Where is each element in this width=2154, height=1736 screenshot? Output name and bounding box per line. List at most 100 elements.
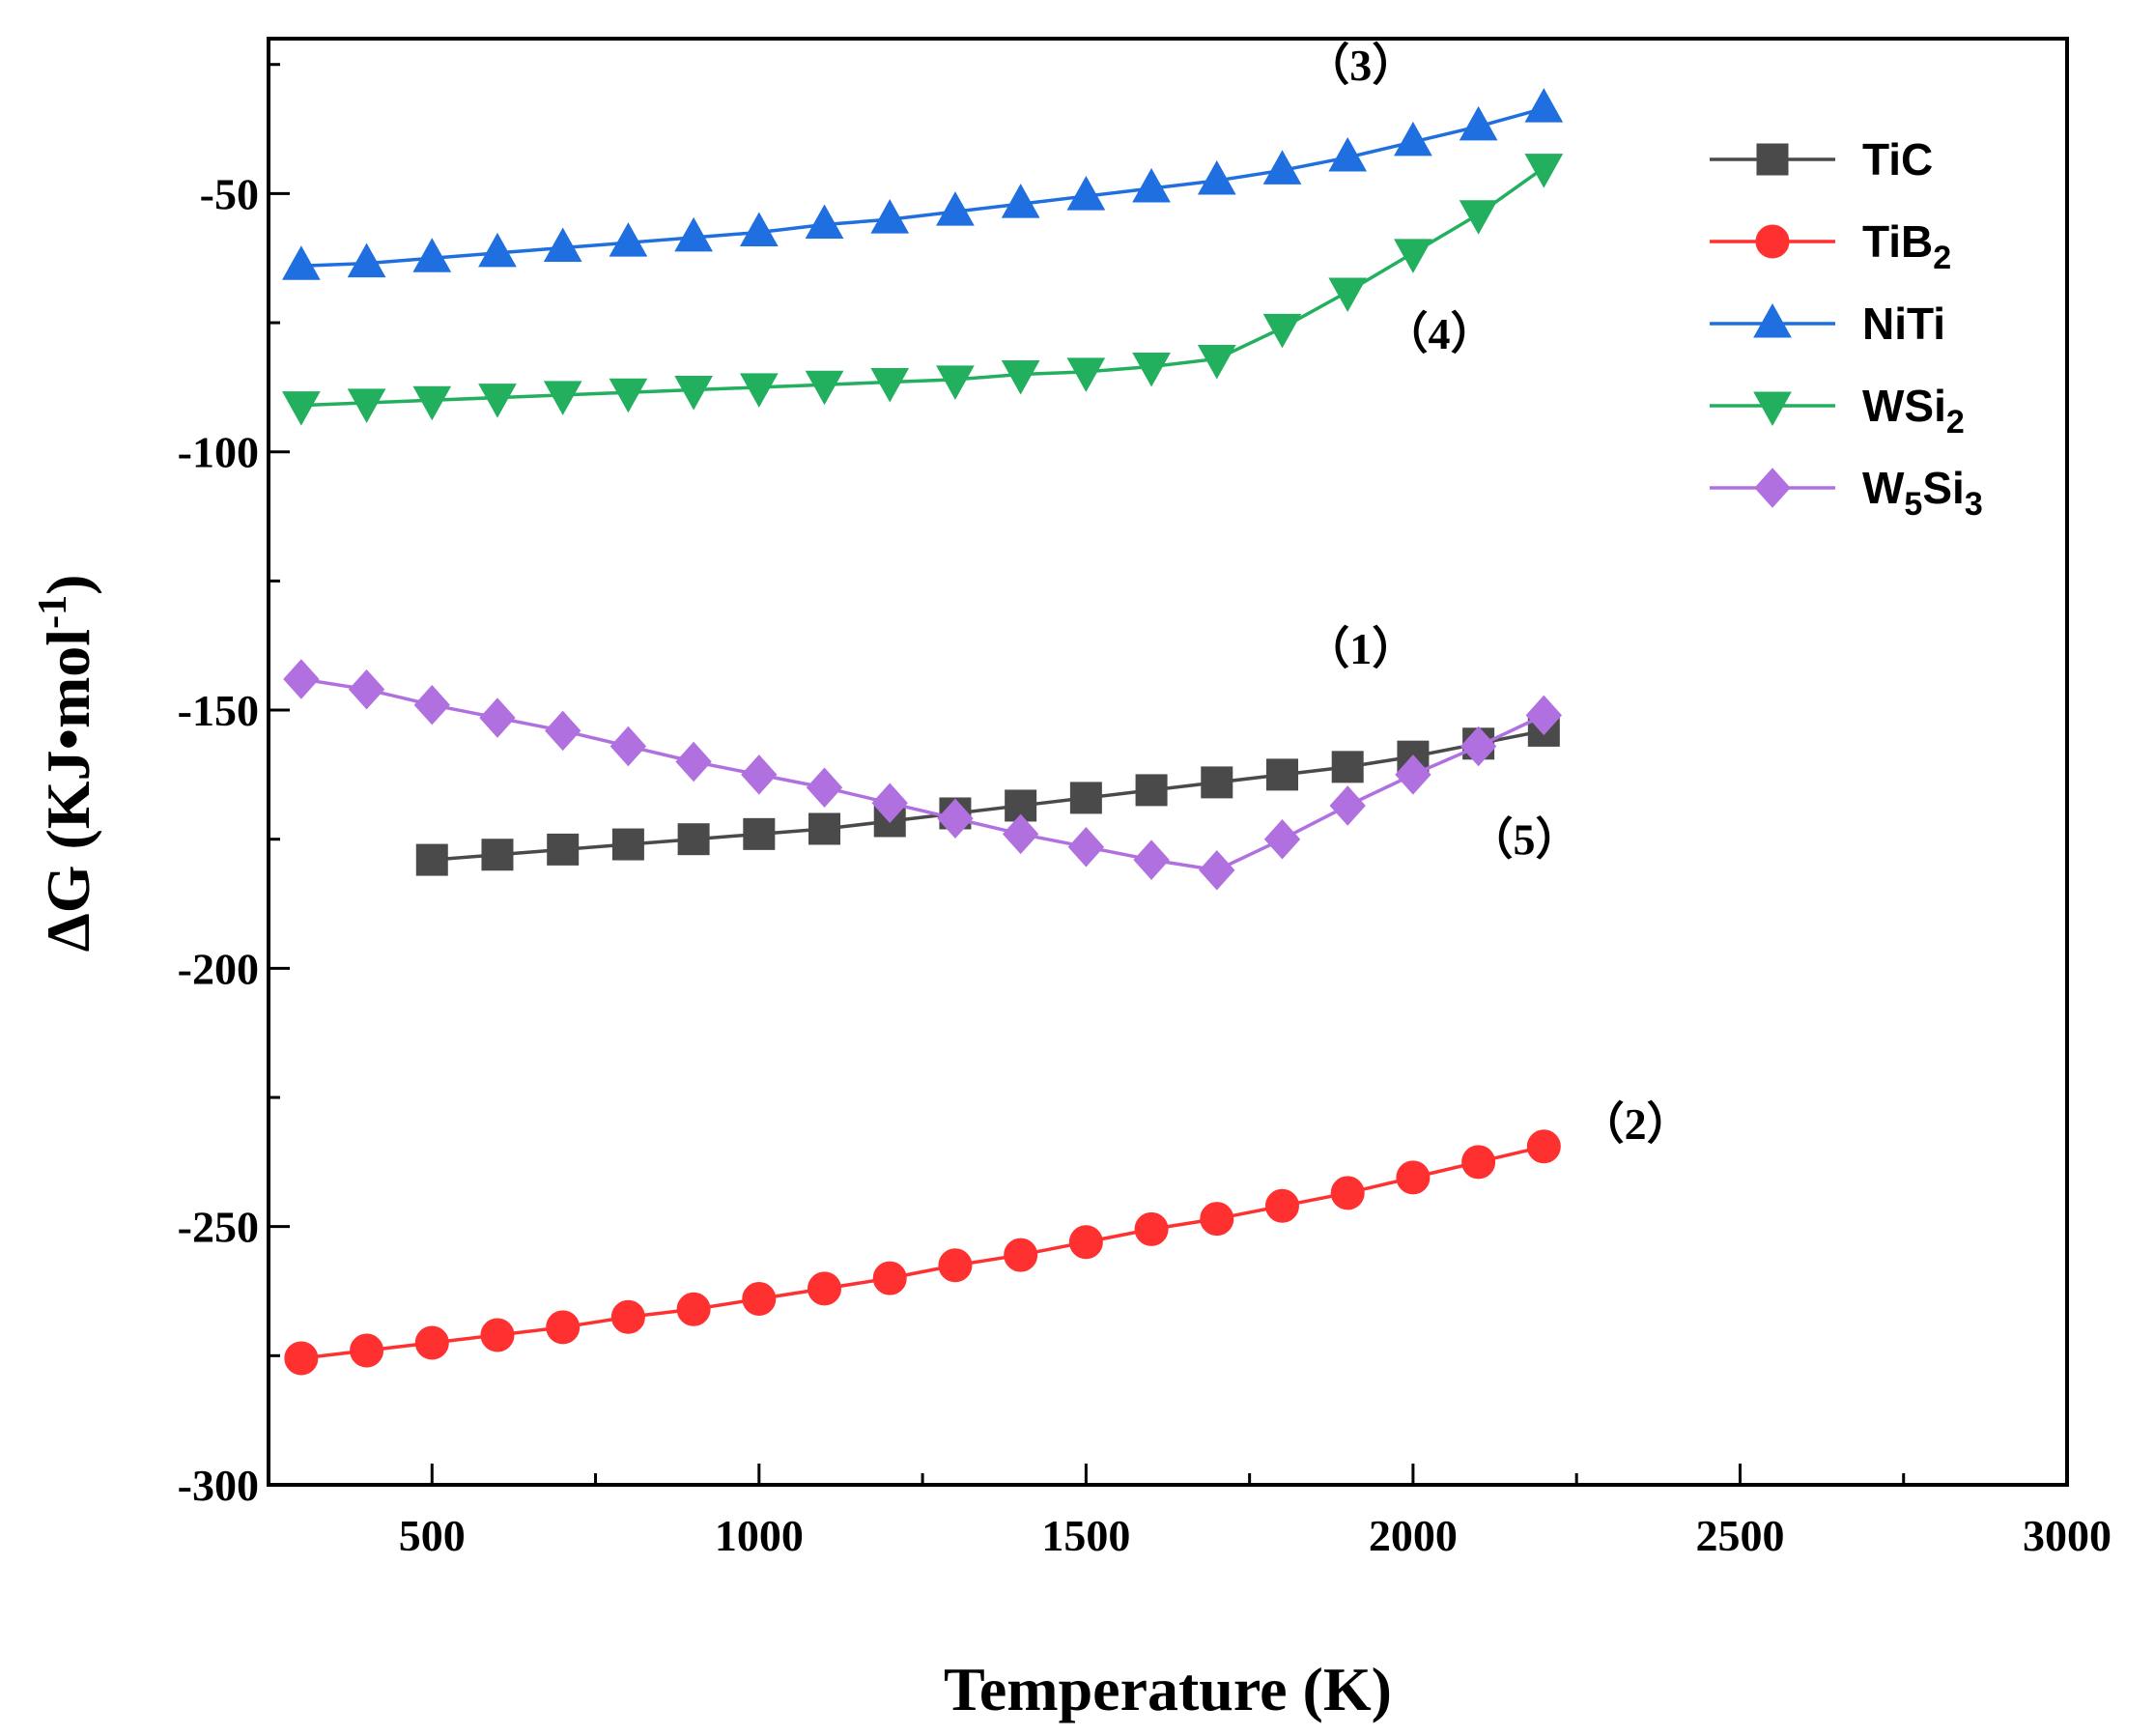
data-point-wsi2	[478, 384, 517, 418]
data-point-niti	[543, 227, 582, 263]
data-point-tic	[547, 833, 580, 866]
data-point-w5si3	[675, 741, 712, 783]
data-point-tic	[808, 812, 841, 845]
data-point-niti	[805, 204, 844, 239]
legend-label-wsi2: WSi2	[1862, 381, 1965, 441]
legend: TiC TiB2 NiTi WSi2 W5Si3	[1710, 134, 1983, 523]
data-point-tic	[1201, 766, 1233, 799]
data-point-tic	[1265, 758, 1298, 791]
data-point-niti	[1001, 184, 1040, 218]
data-point-niti	[1328, 136, 1368, 172]
data-point-niti	[1066, 176, 1106, 211]
data-point-niti	[936, 191, 975, 226]
series-layer	[282, 88, 1564, 1376]
data-point-tic	[677, 823, 710, 856]
data-point-niti	[412, 238, 452, 272]
y-axis-title-main: ΔG (KJ•mol	[34, 629, 102, 953]
data-point-wsi2	[1459, 200, 1498, 235]
data-point-w5si3	[1460, 726, 1497, 767]
x-tick-label: 2000	[1369, 1511, 1458, 1560]
legend-label-w5si3: W5Si3	[1862, 463, 1983, 523]
legend-entry-tib2: TiB2	[1710, 216, 1951, 276]
annotation-label: （5）	[1469, 815, 1580, 865]
data-point-wsi2	[870, 368, 910, 403]
data-point-tic	[1135, 774, 1168, 807]
data-point-niti	[674, 216, 713, 252]
series-niti	[282, 88, 1564, 280]
y-axis-title-superscript: -1	[31, 595, 75, 629]
series-w5si3	[283, 659, 1562, 891]
legend-label-tib2: TiB2	[1862, 216, 1951, 276]
data-point-tib2	[1068, 1225, 1103, 1260]
data-point-niti	[1459, 105, 1498, 141]
data-point-tib2	[1134, 1211, 1169, 1246]
plot-frame	[267, 37, 2069, 1487]
legend-label-tic: TiC	[1862, 134, 1933, 185]
data-point-w5si3	[741, 754, 778, 795]
y-axis-title-close: )	[34, 575, 102, 595]
data-point-w5si3	[1133, 840, 1170, 880]
y-tick-label: -100	[178, 428, 259, 477]
data-point-tib2	[872, 1261, 907, 1295]
annotation-label: （1）	[1305, 624, 1416, 673]
data-point-tib2	[1264, 1188, 1299, 1223]
x-tick-label: 500	[399, 1511, 466, 1560]
annotation-label: （4）	[1383, 309, 1494, 358]
legend-marker-tic	[1756, 143, 1789, 176]
y-tick-label: -50	[200, 169, 259, 218]
data-point-w5si3	[806, 767, 843, 808]
data-point-w5si3	[283, 659, 320, 699]
y-axis-title: ΔG (KJ•mol-1)	[31, 575, 102, 953]
data-point-wsi2	[1524, 154, 1564, 188]
data-point-tic	[1069, 782, 1102, 814]
data-point-tib2	[1396, 1160, 1431, 1195]
data-point-wsi2	[282, 391, 321, 426]
annotation-layer: （1） （2） （3） （4） （5）	[1305, 41, 1690, 1149]
data-point-niti	[1132, 168, 1171, 203]
data-point-w5si3	[1329, 785, 1366, 826]
legend-entry-niti: NiTi	[1710, 299, 1945, 349]
series-tic	[415, 714, 1560, 876]
legend-label-niti: NiTi	[1862, 299, 1945, 349]
data-point-wsi2	[936, 365, 975, 400]
data-point-niti	[870, 199, 910, 234]
data-point-w5si3	[413, 684, 450, 726]
legend-entry-w5si3: W5Si3	[1710, 463, 1983, 523]
y-axis-ticks: -50 -100 -150 -200 -250 -300	[178, 63, 290, 1510]
data-point-w5si3	[1395, 754, 1431, 795]
data-point-w5si3	[937, 798, 974, 840]
legend-marker-w5si3	[1754, 468, 1791, 508]
legend-marker-tib2	[1755, 224, 1790, 259]
data-point-wsi2	[674, 376, 713, 411]
data-point-tib2	[808, 1271, 842, 1306]
data-point-tib2	[610, 1299, 645, 1334]
data-point-wsi2	[609, 378, 648, 413]
data-point-wsi2	[805, 370, 844, 406]
legend-entry-tic: TiC	[1710, 134, 1933, 185]
x-axis-ticks: 500 1000 1500 2000 2500 3000	[267, 1464, 2111, 1560]
series-tib2	[284, 1129, 1561, 1376]
data-point-w5si3	[1199, 850, 1235, 891]
data-point-w5si3	[479, 697, 516, 738]
legend-entry-wsi2: WSi2	[1710, 381, 1965, 441]
x-tick-label: 2500	[1695, 1511, 1784, 1560]
data-point-w5si3	[871, 783, 908, 824]
data-point-tic	[415, 843, 448, 876]
y-tick-label: -150	[178, 686, 259, 735]
data-point-wsi2	[739, 373, 779, 408]
data-point-niti	[347, 242, 386, 278]
data-point-tic	[743, 817, 776, 850]
data-point-tib2	[350, 1333, 384, 1368]
legend-marker-niti	[1753, 302, 1792, 338]
data-point-wsi2	[1132, 352, 1171, 387]
y-tick-label: -300	[178, 1461, 259, 1510]
data-point-w5si3	[1067, 826, 1105, 868]
data-point-w5si3	[545, 710, 581, 752]
data-point-tib2	[414, 1325, 449, 1360]
data-point-niti	[478, 232, 517, 268]
x-axis-title: Temperature (K)	[944, 1655, 1392, 1723]
y-tick-label: -200	[178, 944, 259, 993]
y-tick-label: -250	[178, 1203, 259, 1252]
data-point-wsi2	[1197, 344, 1236, 380]
data-point-w5si3	[1002, 813, 1039, 855]
